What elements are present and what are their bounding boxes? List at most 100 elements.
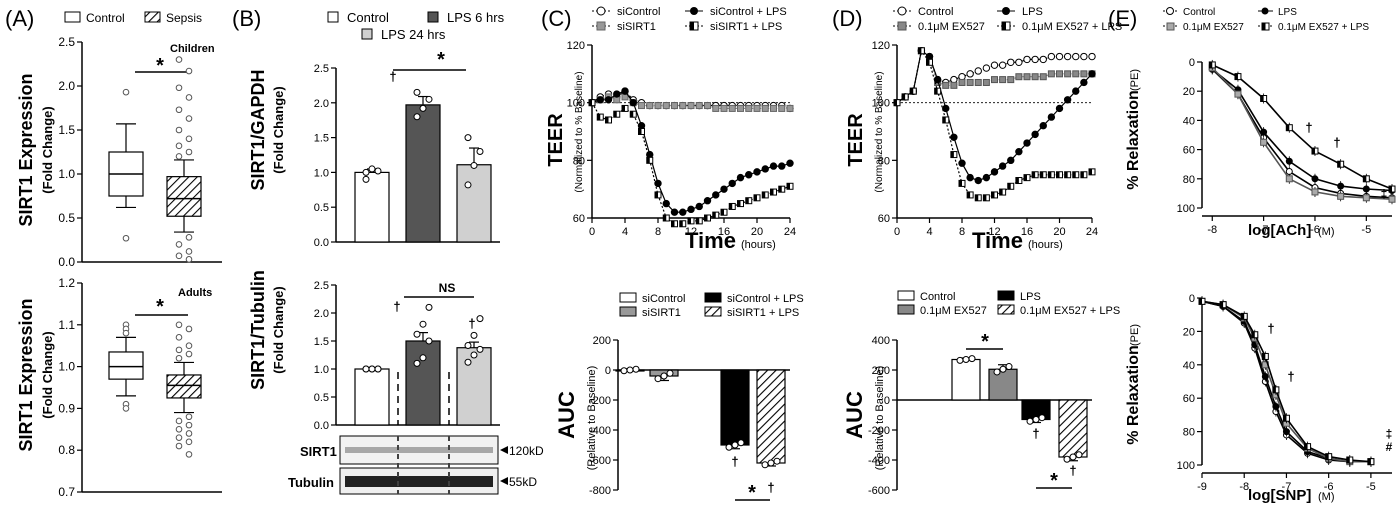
data-point xyxy=(413,330,421,338)
series-point-2 xyxy=(982,173,991,182)
series-point-half-3 xyxy=(778,186,782,193)
series-point-half-3 xyxy=(638,128,642,135)
y-tick-label: 0.8 xyxy=(58,443,75,457)
outlier-point xyxy=(185,325,193,333)
series-point-1 xyxy=(991,76,998,84)
x-tick-label: -8 xyxy=(1239,481,1249,493)
outlier-point xyxy=(185,94,193,101)
legend-label-sisirt1-lps: siSIRT1 + LPS xyxy=(727,307,799,319)
legend-label-control: Control xyxy=(918,6,953,18)
panel-b-top-sig: * xyxy=(437,49,445,71)
panel-a-top-plot: 0.0 0.5 1.0 1.5 2.0 2.5 xyxy=(58,35,222,269)
outlier-point xyxy=(175,417,183,425)
y-tick-label: 80 xyxy=(1183,427,1195,439)
legend-swatch-sisirt1-lps xyxy=(704,306,722,317)
legend-swatch-control xyxy=(327,11,339,23)
series-point-half-3 xyxy=(1080,171,1084,178)
series-line-2 xyxy=(896,49,1093,182)
series-point-half-3 xyxy=(646,157,650,164)
data-point xyxy=(1026,417,1034,425)
series-point-1 xyxy=(712,104,720,112)
series-point-half-3 xyxy=(622,105,625,112)
legend-swatch-sicontrol-lps xyxy=(704,292,722,303)
data-point xyxy=(374,365,382,373)
panel-d-auc-ylabel: AUC xyxy=(842,391,867,439)
panel-e-ach-ylabel-sub: (PE) xyxy=(1129,69,1141,91)
series-point-2 xyxy=(1015,147,1023,156)
series-point-half-3 xyxy=(902,93,906,100)
outlier-point xyxy=(175,426,183,433)
fit-curve-2 xyxy=(1211,67,1393,200)
x-tick-label: -5 xyxy=(1366,481,1376,493)
series-point-half-3 xyxy=(1072,171,1076,178)
legend-label-ex527: 0.1μM EX527 xyxy=(920,305,987,317)
panel-e-snp-xlabel: log[SNP] xyxy=(1248,487,1311,504)
series-point-half-3 xyxy=(975,194,979,201)
legend-label-lps6: LPS 6 hrs xyxy=(447,10,505,25)
y-tick-label: 1.1 xyxy=(58,318,75,332)
series-point-1 xyxy=(942,81,950,89)
bar-0 xyxy=(354,368,390,426)
legend-marker-ex527 xyxy=(1166,22,1175,31)
data-point xyxy=(476,148,484,156)
panel-c-auc-dagger-2: † xyxy=(767,480,774,495)
series-point-1 xyxy=(982,78,990,86)
data-point xyxy=(425,303,433,311)
y-tick-label: 200 xyxy=(872,365,890,377)
fit-curve-3 xyxy=(1211,64,1393,190)
auc-bar-3 xyxy=(1058,399,1088,458)
y-tick-label: 60 xyxy=(1183,393,1195,405)
series-point-half-3 xyxy=(1311,148,1315,155)
legend-label-ex527: 0.1μM EX527 xyxy=(1183,22,1244,33)
series-point-2 xyxy=(1337,192,1345,200)
outlier-point xyxy=(175,56,183,63)
series-point-1 xyxy=(974,78,982,86)
panel-a-bottom-ylabel: SIRT1 Expression xyxy=(16,298,36,451)
y-tick-label: -200 xyxy=(868,425,890,437)
outlier-point xyxy=(185,67,193,75)
series-point-2 xyxy=(1260,138,1268,146)
series-point-1 xyxy=(1282,428,1290,436)
legend-label-control: Control xyxy=(347,10,389,25)
legend-label-control: Control xyxy=(1183,7,1215,18)
series-point-1 xyxy=(1311,175,1319,183)
panel-e-ach-mark-1: † xyxy=(1305,120,1312,135)
series-point-2 xyxy=(745,171,753,179)
series-point-1 xyxy=(1261,372,1269,380)
data-point xyxy=(362,365,370,373)
outlier-point xyxy=(175,442,183,450)
y-tick-label: 0 xyxy=(1189,293,1195,305)
series-point-0 xyxy=(982,64,991,72)
y-tick-label: 100 xyxy=(872,98,890,110)
series-point-half-3 xyxy=(1304,443,1308,450)
series-point-2 xyxy=(629,98,637,107)
series-point-1 xyxy=(1056,70,1063,78)
outlier-point xyxy=(122,405,130,412)
series-point-0 xyxy=(966,70,974,78)
data-point xyxy=(362,168,370,176)
panel-b-top-ylabel-sub: (Fold Change) xyxy=(271,86,286,173)
data-point xyxy=(956,356,964,364)
series-point-1 xyxy=(679,102,687,110)
panel-letter-b: (B) xyxy=(232,6,261,31)
outlier-point xyxy=(185,350,193,358)
y-tick-label: -600 xyxy=(589,455,611,467)
series-point-2 xyxy=(1023,139,1031,147)
auc-bar-1 xyxy=(988,368,1018,401)
panel-b-legend: Control LPS 6 hrs LPS 24 hrs xyxy=(327,10,505,42)
panel-b-top-plot: 0.0 0.5 1.0 1.5 2.0 2.5 xyxy=(314,63,500,249)
y-tick-label: 1.5 xyxy=(58,123,75,137)
data-point xyxy=(464,341,472,349)
panel-d-legend: Control 0.1μM EX527 LPS 0.1μM EX527 + LP… xyxy=(893,6,1122,33)
series-point-2 xyxy=(974,176,982,185)
arrow-icon xyxy=(500,446,508,454)
x-tick-label: 20 xyxy=(1053,226,1065,238)
series-point-half-3 xyxy=(926,59,930,66)
outlier-point xyxy=(185,135,193,143)
series-point-half-3 xyxy=(967,191,971,198)
legend-label-sicontrol: siControl xyxy=(617,6,660,18)
data-point xyxy=(1005,363,1013,371)
legend-label-sicontrol-lps: siControl + LPS xyxy=(727,293,804,305)
auc-bar-3 xyxy=(756,369,786,464)
